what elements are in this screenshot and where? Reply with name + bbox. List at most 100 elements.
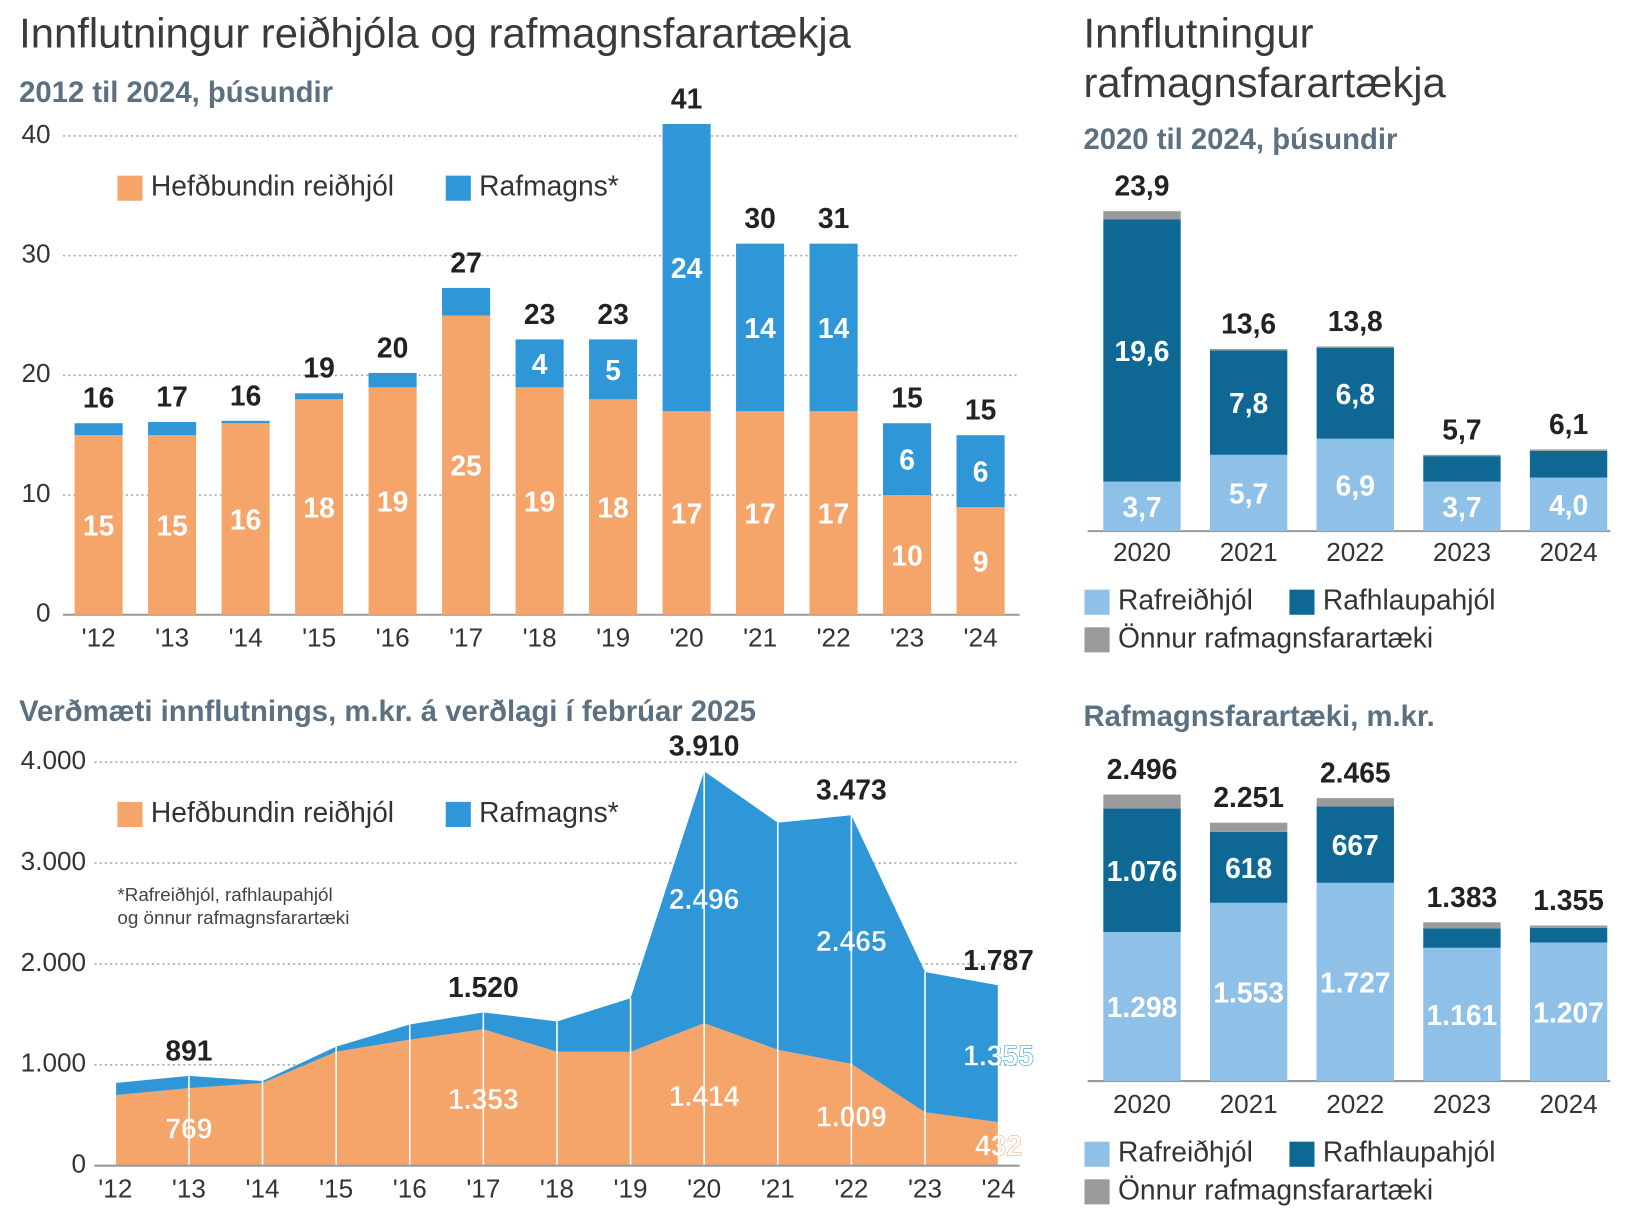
x-tick-label: '22 [834,1174,868,1204]
bar-segment [1529,927,1608,943]
x-tick-label: '19 [596,623,630,653]
bar-segment [221,420,270,424]
bar-segment [1423,928,1501,948]
value-label: 18 [597,492,628,524]
legend-label: Rafmagns* [479,796,619,828]
bar-segment [1209,349,1288,351]
y-tick-label: 3.000 [21,846,86,876]
bar-segment [1103,219,1181,482]
x-tick-label: '12 [82,623,116,653]
total-label: 15 [965,394,996,426]
bar-segment [1209,831,1288,903]
bar-segment [368,387,417,615]
value-label: 18 [303,492,334,524]
value-label: 5 [605,354,621,386]
legend-swatch [117,175,143,201]
value-label: 16 [230,504,261,536]
bar-segment [442,287,491,316]
legend-label: Rafhlaupahjól [1323,1136,1496,1168]
total-label: 13,6 [1221,308,1276,340]
bar-segment [1423,454,1501,457]
bar-segment [1316,347,1394,439]
value-label: 6 [973,456,989,488]
total-label: 15 [891,382,922,414]
legend-swatch [445,175,471,201]
legend-label: Hefðbundin reiðhjól [151,170,394,202]
legend-swatch [1084,627,1110,653]
x-tick-label: '15 [319,1174,353,1204]
total-label: 17 [156,380,187,412]
value-label: 19 [524,486,555,518]
y-tick-label: 20 [21,358,50,388]
bar-segment [295,393,344,400]
x-tick-label: '18 [523,623,557,653]
bar-segment [1529,477,1608,532]
bar-segment [662,411,711,615]
value-label: 19,6 [1115,335,1170,367]
x-tick-label: 2020 [1113,1089,1171,1119]
chart-subtitle: 2020 til 2024, þúsundir [1083,124,1397,156]
bar-segment [515,387,564,615]
value-label: 9 [973,545,989,577]
total-label: 23 [524,298,555,330]
total-label: 27 [450,246,481,278]
value-label: 6,9 [1336,470,1375,502]
total-label: 2.496 [1107,753,1178,785]
total-label: 16 [83,382,114,414]
x-tick-label: '21 [761,1174,795,1204]
x-tick-label: 2021 [1220,1089,1278,1119]
bar-segment [515,339,564,388]
value-label: 17 [671,498,702,530]
bar-segment [1209,902,1288,1082]
y-tick-label: 10 [21,478,50,508]
chart-subtitle: 2012 til 2024, þúsundir [19,77,333,109]
x-tick-label: 2023 [1433,1089,1491,1119]
x-tick-label: '17 [466,1174,500,1204]
bar-segment [1103,211,1181,220]
bar-segment [1529,450,1608,478]
x-tick-label: 2024 [1540,537,1598,567]
bar-segment [736,411,785,615]
value-label: 10 [891,539,922,571]
x-tick-label: '18 [540,1174,574,1204]
y-tick-label: 0 [72,1149,87,1179]
value-label: 618 [1225,852,1272,884]
bar-segment [442,315,491,615]
bar-segment [148,422,197,436]
bar-segment [956,435,1005,508]
x-tick-label: '16 [393,1174,427,1204]
bar-segment [74,423,123,436]
value-label: 14 [818,312,850,344]
value-label: 15 [156,510,187,542]
x-tick-label: 2023 [1433,537,1491,567]
total-label: 19 [303,352,334,384]
x-tick-label: 2022 [1326,537,1384,567]
bar-segment [883,423,932,496]
bar-segment [1423,456,1501,482]
value-label: 1.076 [1107,855,1178,887]
bar-segment [368,372,417,388]
x-tick-label: 2022 [1326,1089,1384,1119]
x-tick-label: '13 [172,1174,206,1204]
total-label: 30 [744,202,775,234]
bar-segment [1423,947,1501,1082]
value-label: 1.207 [1533,996,1604,1028]
x-tick-label: '14 [246,1174,280,1204]
value-label: 667 [1332,829,1379,861]
x-tick-label: 2024 [1540,1089,1598,1119]
total-label: 31 [818,202,849,234]
x-tick-label: '21 [743,623,777,653]
x-tick-label: '14 [229,623,263,653]
bar-segment [1103,794,1181,809]
value-label: 1.161 [1427,999,1498,1031]
legend-swatch [1084,589,1110,615]
chart-subtitle: Rafmagnsfarartæki, m.kr. [1083,701,1434,733]
total-label: 3.473 [816,774,887,806]
bar-segment [662,123,711,412]
total-label: 13,8 [1328,305,1383,337]
footnote: og önnur rafmagnsfarartæki [117,907,349,928]
bar-segment [809,411,858,615]
total-label: 1.383 [1427,881,1498,913]
chart-title: rafmagnsfarartækja [1083,59,1446,106]
